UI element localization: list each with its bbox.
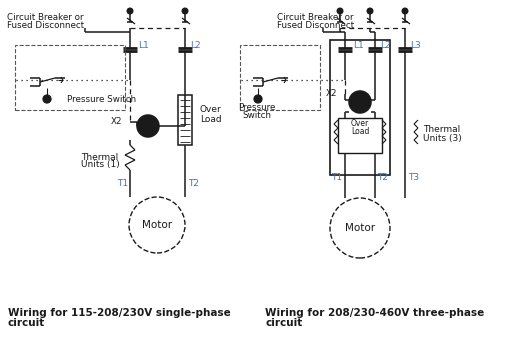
Text: X2: X2	[325, 90, 337, 98]
Text: Pressure: Pressure	[238, 103, 276, 112]
Text: Coil: Coil	[141, 121, 155, 131]
Text: L1: L1	[353, 40, 364, 50]
Text: Fused Disconnect: Fused Disconnect	[277, 21, 354, 29]
Text: Load: Load	[200, 114, 222, 124]
Bar	[338, 118, 382, 153]
Text: T2: T2	[377, 173, 388, 183]
Bar	[240, 45, 320, 110]
Circle shape	[182, 8, 188, 14]
Circle shape	[402, 8, 408, 14]
Text: Pressure Switch: Pressure Switch	[67, 96, 136, 104]
Text: L1: L1	[138, 40, 149, 50]
Bar	[330, 40, 390, 175]
Text: L2: L2	[380, 40, 391, 50]
Text: X2: X2	[110, 118, 122, 126]
Circle shape	[137, 115, 159, 137]
Text: T2: T2	[188, 178, 199, 188]
Bar	[15, 45, 125, 110]
Circle shape	[337, 8, 343, 14]
Text: L3: L3	[410, 40, 421, 50]
Circle shape	[254, 95, 262, 103]
Text: Wiring for 115-208/230V single-phase: Wiring for 115-208/230V single-phase	[8, 308, 231, 318]
Text: Fused Disconnect: Fused Disconnect	[7, 21, 84, 29]
Text: Motor: Motor	[345, 223, 375, 233]
Text: T3: T3	[408, 173, 419, 183]
Text: Over: Over	[200, 105, 222, 114]
Text: T1: T1	[117, 178, 128, 188]
Text: circuit: circuit	[265, 318, 302, 328]
Text: Coil: Coil	[353, 97, 367, 107]
Circle shape	[127, 8, 133, 14]
Text: Thermal: Thermal	[82, 153, 119, 161]
Text: Circuit Breaker or: Circuit Breaker or	[7, 12, 84, 22]
Text: Switch: Switch	[243, 110, 271, 120]
Text: Units (1): Units (1)	[81, 160, 119, 170]
Circle shape	[349, 91, 371, 113]
Circle shape	[43, 95, 51, 103]
Text: Wiring for 208/230-460V three-phase: Wiring for 208/230-460V three-phase	[265, 308, 484, 318]
Text: Over: Over	[351, 120, 369, 129]
Text: L2: L2	[190, 40, 201, 50]
Text: Load: Load	[351, 127, 369, 137]
Text: Units (3): Units (3)	[423, 135, 462, 143]
Text: Thermal: Thermal	[423, 126, 460, 135]
Text: Motor: Motor	[142, 220, 172, 230]
Bar	[178, 95, 192, 145]
Circle shape	[367, 8, 373, 14]
Text: circuit: circuit	[8, 318, 45, 328]
Text: Circuit Breaker or: Circuit Breaker or	[277, 12, 354, 22]
Text: T1: T1	[331, 173, 342, 183]
